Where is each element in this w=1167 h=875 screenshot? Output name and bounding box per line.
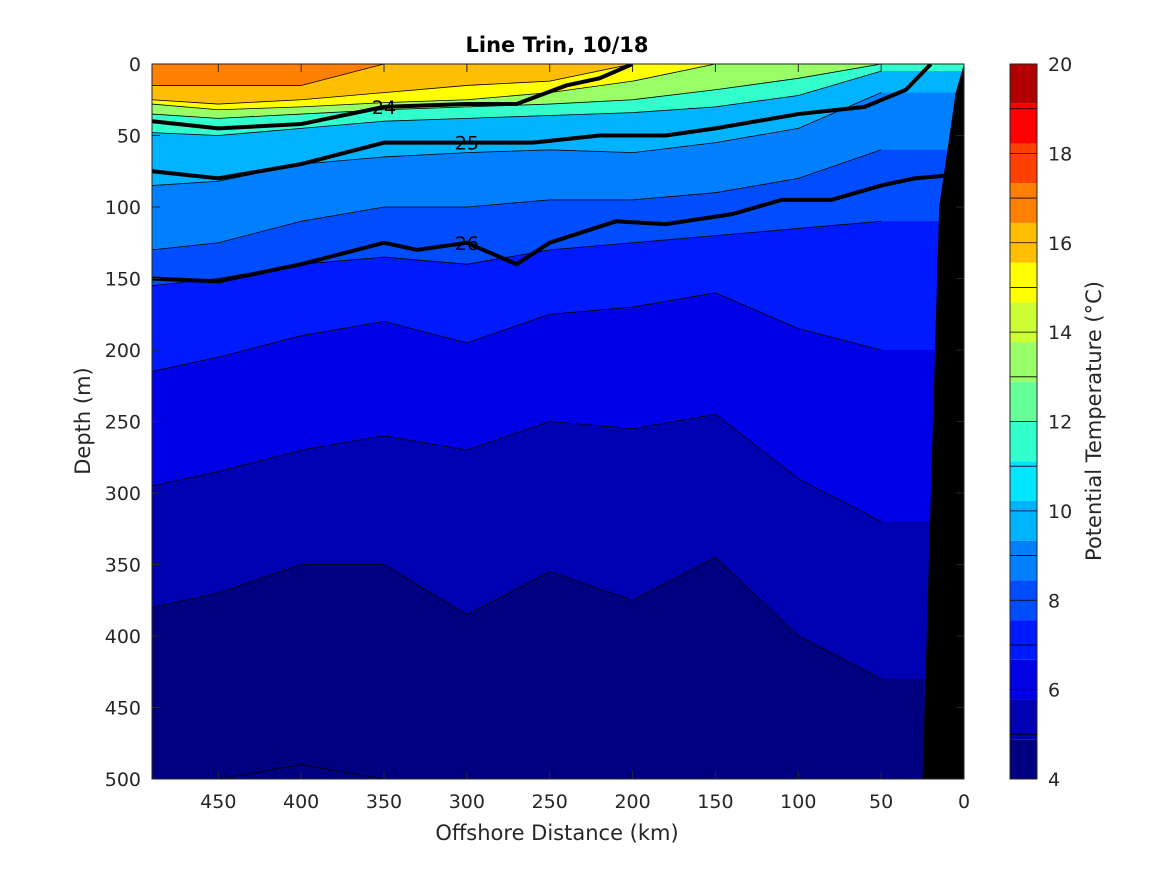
y-tick-label: 300: [105, 483, 141, 505]
y-tick-label: 150: [105, 269, 141, 291]
colorbar-tick-label: 12: [1048, 412, 1072, 434]
colorbar-segment: [1010, 64, 1037, 104]
colorbar-tick-label: 18: [1048, 143, 1072, 165]
x-tick-label: 100: [780, 791, 816, 813]
y-tick-label: 350: [105, 555, 141, 577]
x-tick-label: 200: [614, 791, 650, 813]
colorbar-segment: [1010, 183, 1037, 223]
y-tick-label: 450: [105, 698, 141, 720]
isotherm-line-18: [152, 64, 882, 86]
colorbar-segment: [1010, 461, 1037, 501]
y-tick-label: 400: [105, 626, 141, 648]
colorbar-label: Potential Temperature (°C): [1082, 281, 1106, 561]
density-contour-25: [152, 64, 933, 181]
y-tick-label: 0: [129, 54, 141, 76]
density-contour-label: 26: [455, 233, 479, 255]
temperature-band-17: [152, 64, 964, 105]
x-axis-label: Offshore Distance (km): [435, 821, 678, 845]
colorbar-segment: [1010, 262, 1037, 303]
colorbar-segment: [1010, 381, 1037, 422]
density-contour-label: 24: [372, 97, 396, 119]
seafloor-bathymetry: [922, 64, 964, 779]
colorbar-tick-label: 6: [1048, 680, 1060, 702]
x-tick-label: 150: [697, 791, 733, 813]
y-tick-label: 500: [105, 769, 141, 791]
colorbar-segment: [1010, 620, 1037, 660]
x-tick-label: 0: [958, 791, 970, 813]
colorbar-segment: [1010, 659, 1037, 700]
x-tick-label: 350: [366, 791, 402, 813]
colorbar-segment: [1010, 342, 1037, 382]
colorbar-segment: [1010, 421, 1037, 462]
y-tick-label: 100: [105, 197, 141, 219]
colorbar-tick-label: 4: [1048, 769, 1060, 791]
colorbar-tick-label: 16: [1048, 233, 1072, 255]
colorbar-segment: [1010, 103, 1037, 144]
x-tick-label: 250: [532, 791, 568, 813]
density-contour-label: 25: [455, 133, 479, 155]
chart-title: Line Trin, 10/18: [465, 33, 648, 57]
y-tick-label: 200: [105, 340, 141, 362]
isotherm-line-7: [152, 292, 882, 372]
isotherm-line-5: [152, 556, 882, 680]
isotherm-line-4.5: [152, 764, 882, 779]
isotherm-line-16: [152, 64, 882, 111]
colorbar-segment: [1010, 699, 1037, 740]
x-tick-label: 450: [200, 791, 236, 813]
isotherm-line-9: [152, 149, 882, 251]
colorbar-segment: [1010, 302, 1037, 343]
colorbar-segment: [1010, 540, 1037, 581]
isotherm-line-17: [152, 64, 882, 105]
density-contour-26: [152, 173, 948, 284]
x-tick-label: 400: [283, 791, 319, 813]
colorbar-segment: [1010, 739, 1037, 779]
colorbar-segment: [1010, 500, 1037, 541]
colorbar-tick-label: 10: [1048, 501, 1072, 523]
y-tick-label: 50: [117, 126, 141, 148]
y-tick-label: 250: [105, 412, 141, 434]
colorbar-tick-label: 8: [1048, 590, 1060, 612]
colorbar-tick-label: 14: [1048, 322, 1072, 344]
colorbar-frame: [1009, 63, 1038, 780]
x-tick-label: 300: [449, 791, 485, 813]
colorbar-segment: [1010, 143, 1037, 184]
isotherm-line-12: [152, 70, 882, 136]
x-tick-label: 50: [869, 791, 893, 813]
isotherm-line-6: [152, 413, 882, 522]
density-contour-24: [152, 64, 634, 131]
y-axis-label: Depth (m): [71, 367, 95, 474]
colorbar-tick-label: 20: [1048, 54, 1072, 76]
temperature-band-18: [152, 64, 964, 86]
